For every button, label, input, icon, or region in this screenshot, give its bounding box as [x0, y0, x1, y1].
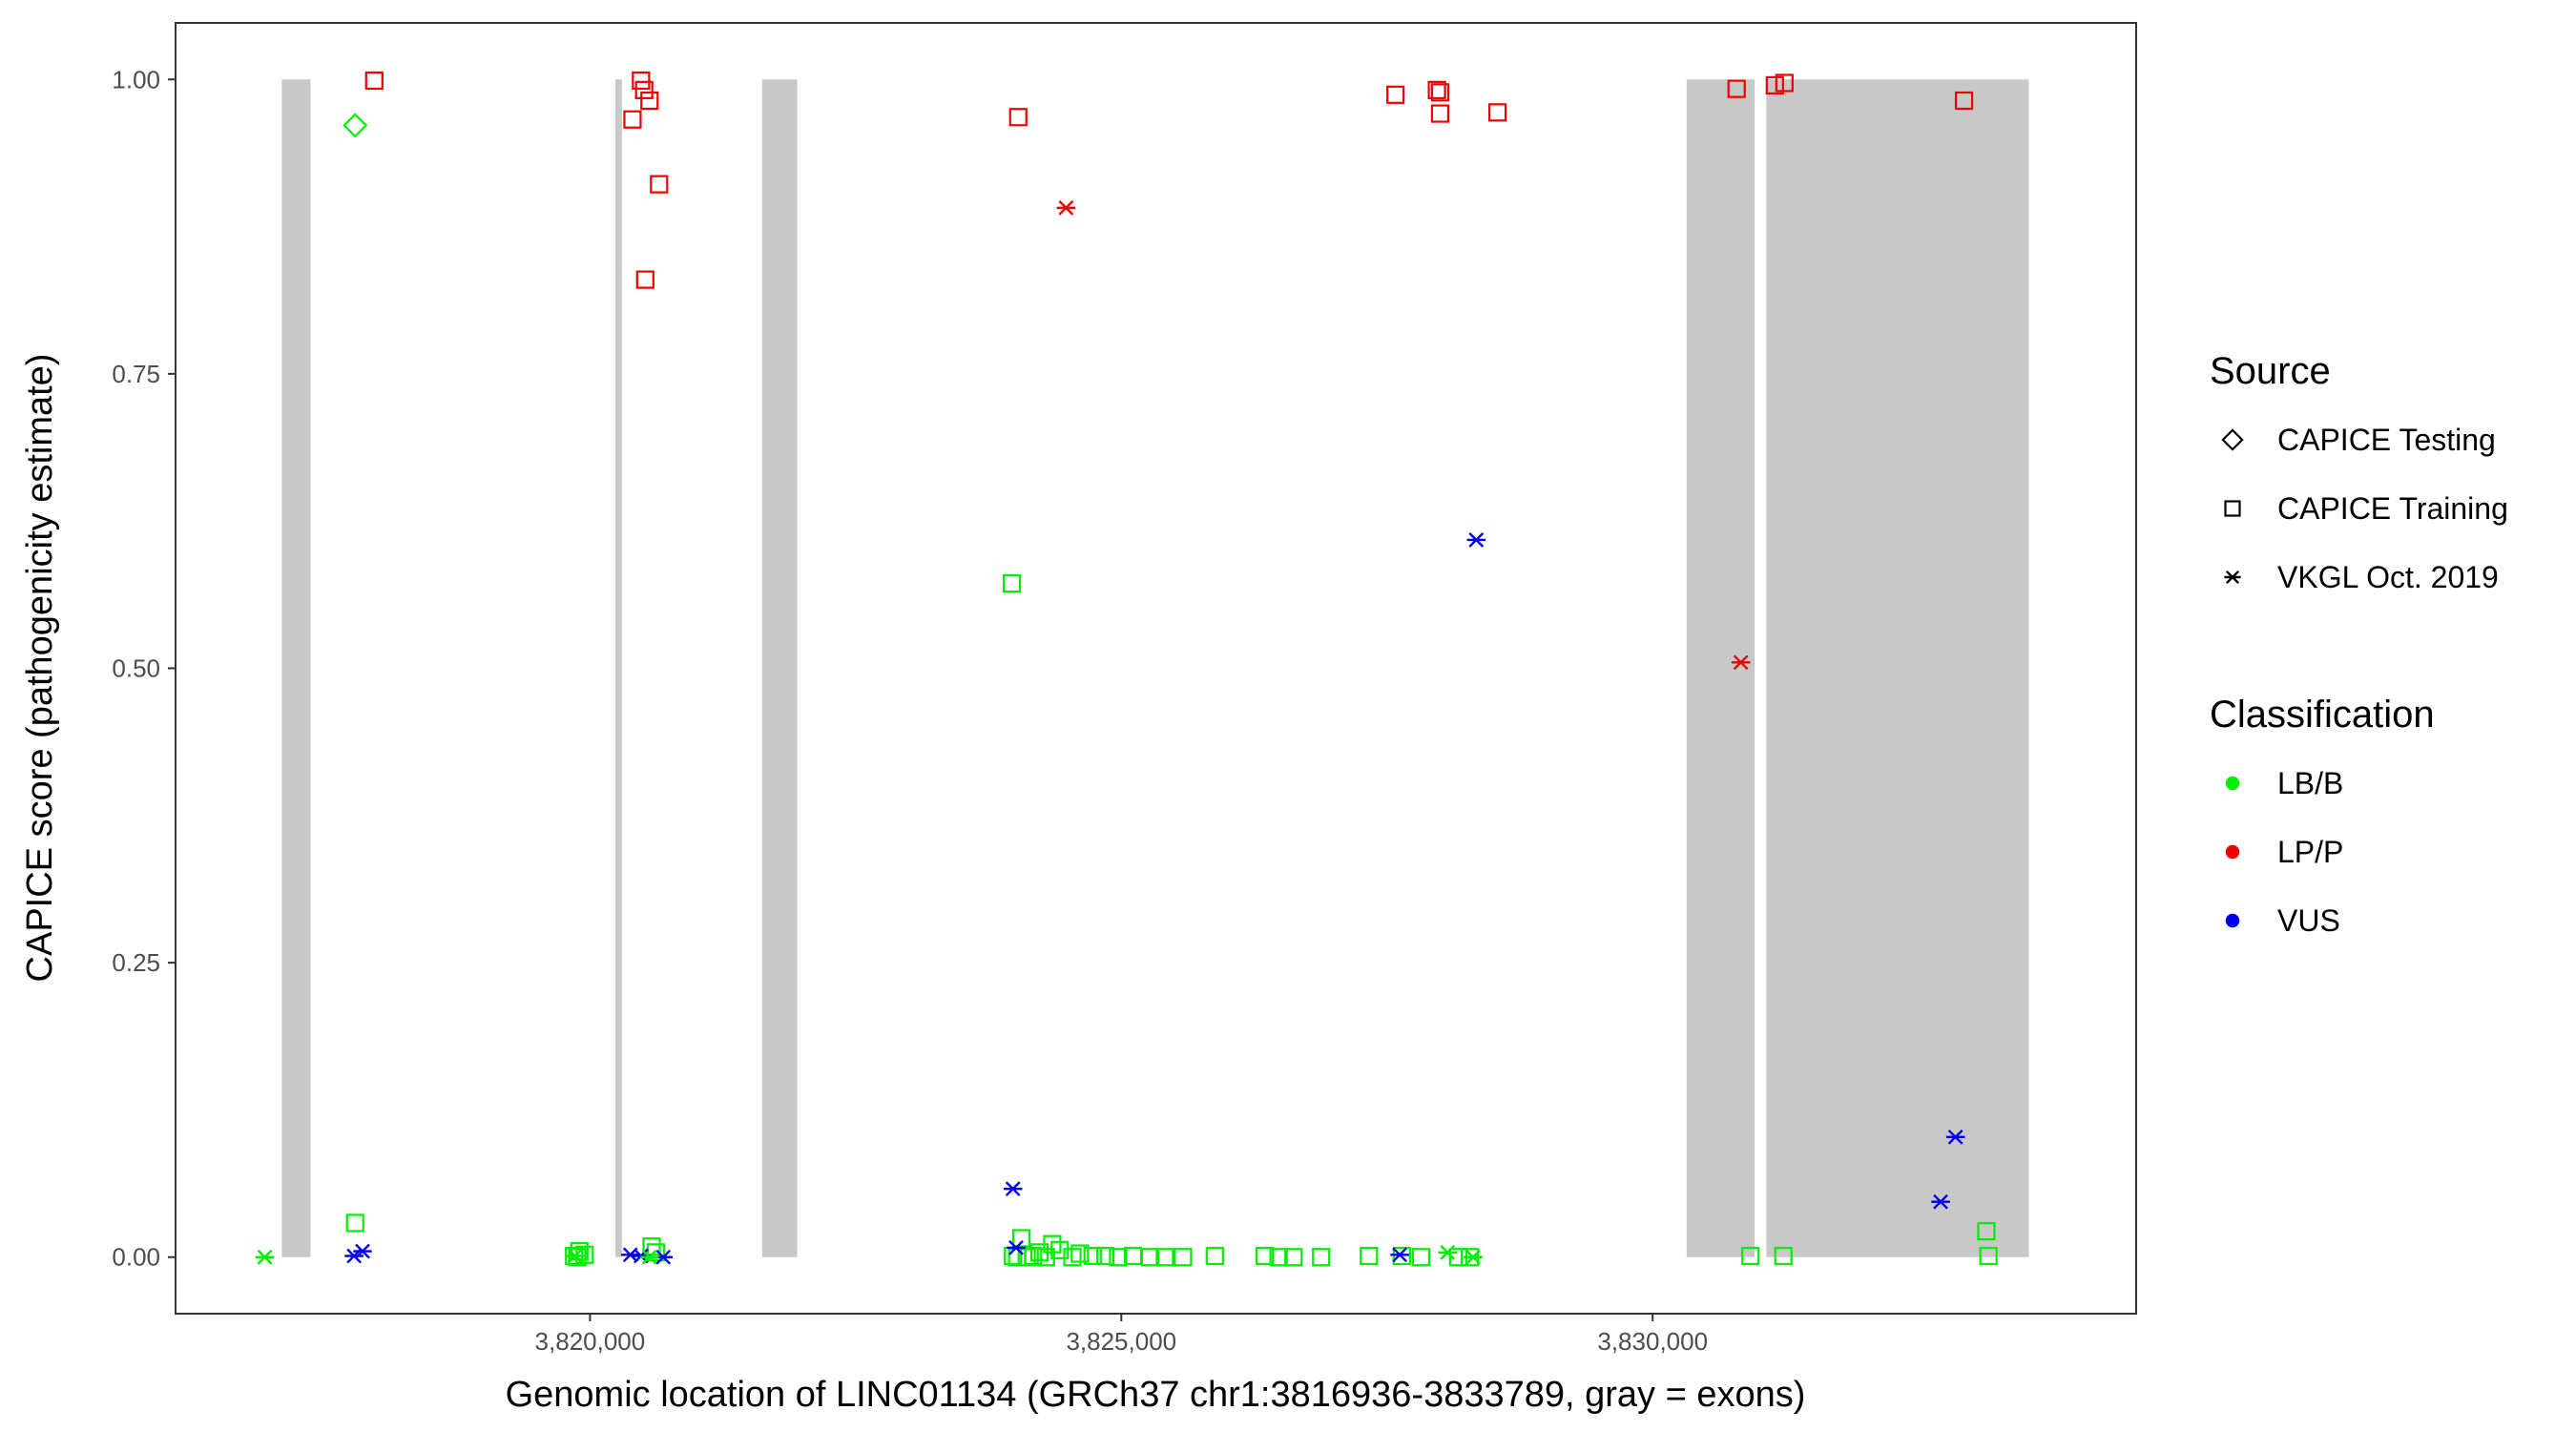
data-point-square-lbb: [1155, 1248, 1174, 1267]
legend-key-lbb: [2225, 776, 2240, 791]
data-point-square-lbb: [1360, 1246, 1379, 1266]
data-point-square-lbb: [1174, 1248, 1193, 1267]
data-point-asterisk-lbb: [639, 1249, 659, 1265]
data-point-square-lbb: [1977, 1221, 1996, 1241]
legend-key-square: [2224, 500, 2241, 517]
legend: Source CAPICE Testing CAPICE Training VKGL …: [2210, 350, 2508, 938]
legend-label: LB/B: [2277, 766, 2343, 800]
exon-bands: [281, 79, 2029, 1257]
data-point-square-lpp: [1775, 73, 1794, 93]
data-point-square-lpp: [1727, 79, 1746, 98]
y-tick-label: 0.50: [112, 654, 160, 683]
data-point-asterisk-vus: [1007, 1239, 1026, 1255]
legend-key-vus: [2225, 913, 2240, 928]
data-point-square-lbb: [1140, 1248, 1159, 1267]
legend-key-diamond: [2221, 428, 2244, 451]
y-axis-title: CAPICE score (pathogenicity estimate): [20, 354, 60, 983]
legend-key-lpp: [2225, 844, 2240, 860]
data-point-square-lbb: [1741, 1246, 1760, 1266]
data-point-square-lpp: [364, 71, 384, 91]
data-point-asterisk-vus: [1390, 1247, 1409, 1263]
data-point-asterisk-lbb: [566, 1248, 585, 1264]
data-point-square-lbb: [1312, 1248, 1331, 1267]
data-point-square-lpp: [1430, 104, 1450, 123]
data-point-square-lbb: [1095, 1246, 1115, 1266]
data-point-asterisk-lpp: [1731, 654, 1751, 671]
data-point-asterisk-vus: [353, 1243, 372, 1259]
y-axis: 0.00 0.25 0.50 0.75 1.00: [112, 65, 176, 1272]
data-point-square-lbb: [1774, 1246, 1793, 1266]
data-point-asterisk-vus: [1466, 532, 1486, 548]
legend-title: Source: [2210, 350, 2331, 392]
x-tick-label: 3,830,000: [1597, 1327, 1708, 1356]
data-point-square-lpp: [635, 270, 654, 289]
data-point-square-lbb: [1205, 1246, 1224, 1266]
data-point-square-lpp: [632, 71, 651, 91]
x-axis-title: Genomic location of LINC01134 (GRCh37 ch…: [506, 1375, 1806, 1415]
legend-title: Classification: [2210, 694, 2435, 736]
exon-band: [615, 79, 622, 1257]
x-tick-label: 3,820,000: [535, 1327, 646, 1356]
legend-label: VKGL Oct. 2019: [2277, 560, 2499, 594]
data-point-square-lbb: [1411, 1248, 1430, 1267]
data-point-square-lbb: [568, 1248, 587, 1267]
data-points: [255, 71, 1998, 1267]
data-point-square-lbb: [1256, 1246, 1275, 1266]
data-point-square-lbb: [1002, 574, 1022, 593]
x-tick-label: 3,825,000: [1066, 1327, 1176, 1356]
x-axis: 3,820,000 3,825,000 3,830,000: [535, 1314, 1708, 1356]
data-point-asterisk-vus: [1945, 1129, 1965, 1145]
data-point-square-lbb: [1284, 1248, 1303, 1267]
data-point-square-lpp: [1427, 80, 1446, 99]
y-tick-label: 1.00: [112, 65, 160, 93]
exon-band: [1686, 79, 1755, 1257]
data-point-square-lbb: [646, 1243, 666, 1262]
data-point-square-lbb: [1070, 1244, 1090, 1263]
data-point-square-lbb: [1269, 1248, 1288, 1267]
data-point-square-lpp: [1386, 85, 1405, 104]
data-point-square-lpp: [1008, 108, 1028, 127]
legend-label: VUS: [2277, 903, 2340, 938]
data-point-square-lbb: [1017, 1248, 1036, 1267]
data-point-square-lbb: [1392, 1246, 1411, 1266]
data-point-square-lpp: [640, 91, 659, 111]
data-point-square-lbb: [345, 1213, 364, 1233]
data-point-square-lpp: [634, 80, 654, 99]
data-point-square-lbb: [1979, 1246, 1998, 1266]
data-point-square-lpp: [1487, 103, 1507, 122]
exon-band: [1766, 79, 2029, 1257]
exon-band: [761, 79, 798, 1257]
y-tick-label: 0.25: [112, 948, 160, 977]
data-point-diamond-lbb: [343, 113, 368, 138]
data-point-square-lbb: [1083, 1246, 1102, 1266]
y-tick-label: 0.75: [112, 360, 160, 388]
data-point-square-lpp: [1430, 83, 1450, 102]
data-point-square-lbb: [1012, 1229, 1031, 1248]
legend-label: LP/P: [2277, 835, 2343, 869]
data-point-asterisk-lpp: [1056, 199, 1076, 216]
legend-label: CAPICE Training: [2277, 491, 2508, 526]
data-point-asterisk-lbb: [1438, 1244, 1458, 1260]
data-point-square-lpp: [1765, 75, 1784, 95]
data-point-square-lpp: [623, 110, 642, 129]
data-point-asterisk-vus: [1003, 1181, 1023, 1197]
y-tick-label: 0.00: [112, 1243, 160, 1272]
data-point-square-lpp: [1954, 91, 1974, 111]
data-point-asterisk-lbb: [1464, 1249, 1483, 1265]
data-point-asterisk-lbb: [255, 1249, 275, 1265]
legend-key-asterisk: [2224, 570, 2241, 585]
legend-label: CAPICE Testing: [2277, 423, 2496, 457]
data-point-square-lbb: [1109, 1248, 1128, 1267]
data-point-square-lbb: [1024, 1246, 1043, 1266]
data-point-asterisk-vus: [1931, 1193, 1950, 1210]
data-point-square-lpp: [650, 175, 669, 194]
exon-band: [281, 79, 311, 1257]
